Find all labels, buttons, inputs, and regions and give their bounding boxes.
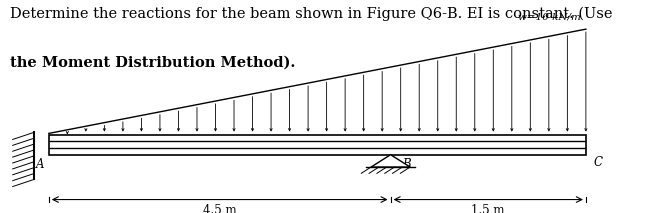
Text: the Moment Distribution Method).: the Moment Distribution Method).	[10, 55, 295, 69]
Text: A: A	[35, 158, 44, 171]
Text: 1.5 m: 1.5 m	[471, 204, 505, 213]
Polygon shape	[371, 155, 410, 167]
Text: w=10 kN/m: w=10 kN/m	[518, 12, 581, 21]
Polygon shape	[49, 135, 586, 155]
Text: 4.5 m: 4.5 m	[203, 204, 236, 213]
Text: Determine the reactions for the beam shown in Figure Q6-B. EI is constant. (Use: Determine the reactions for the beam sho…	[10, 6, 612, 21]
Text: C: C	[594, 157, 603, 170]
Text: B: B	[402, 158, 411, 171]
